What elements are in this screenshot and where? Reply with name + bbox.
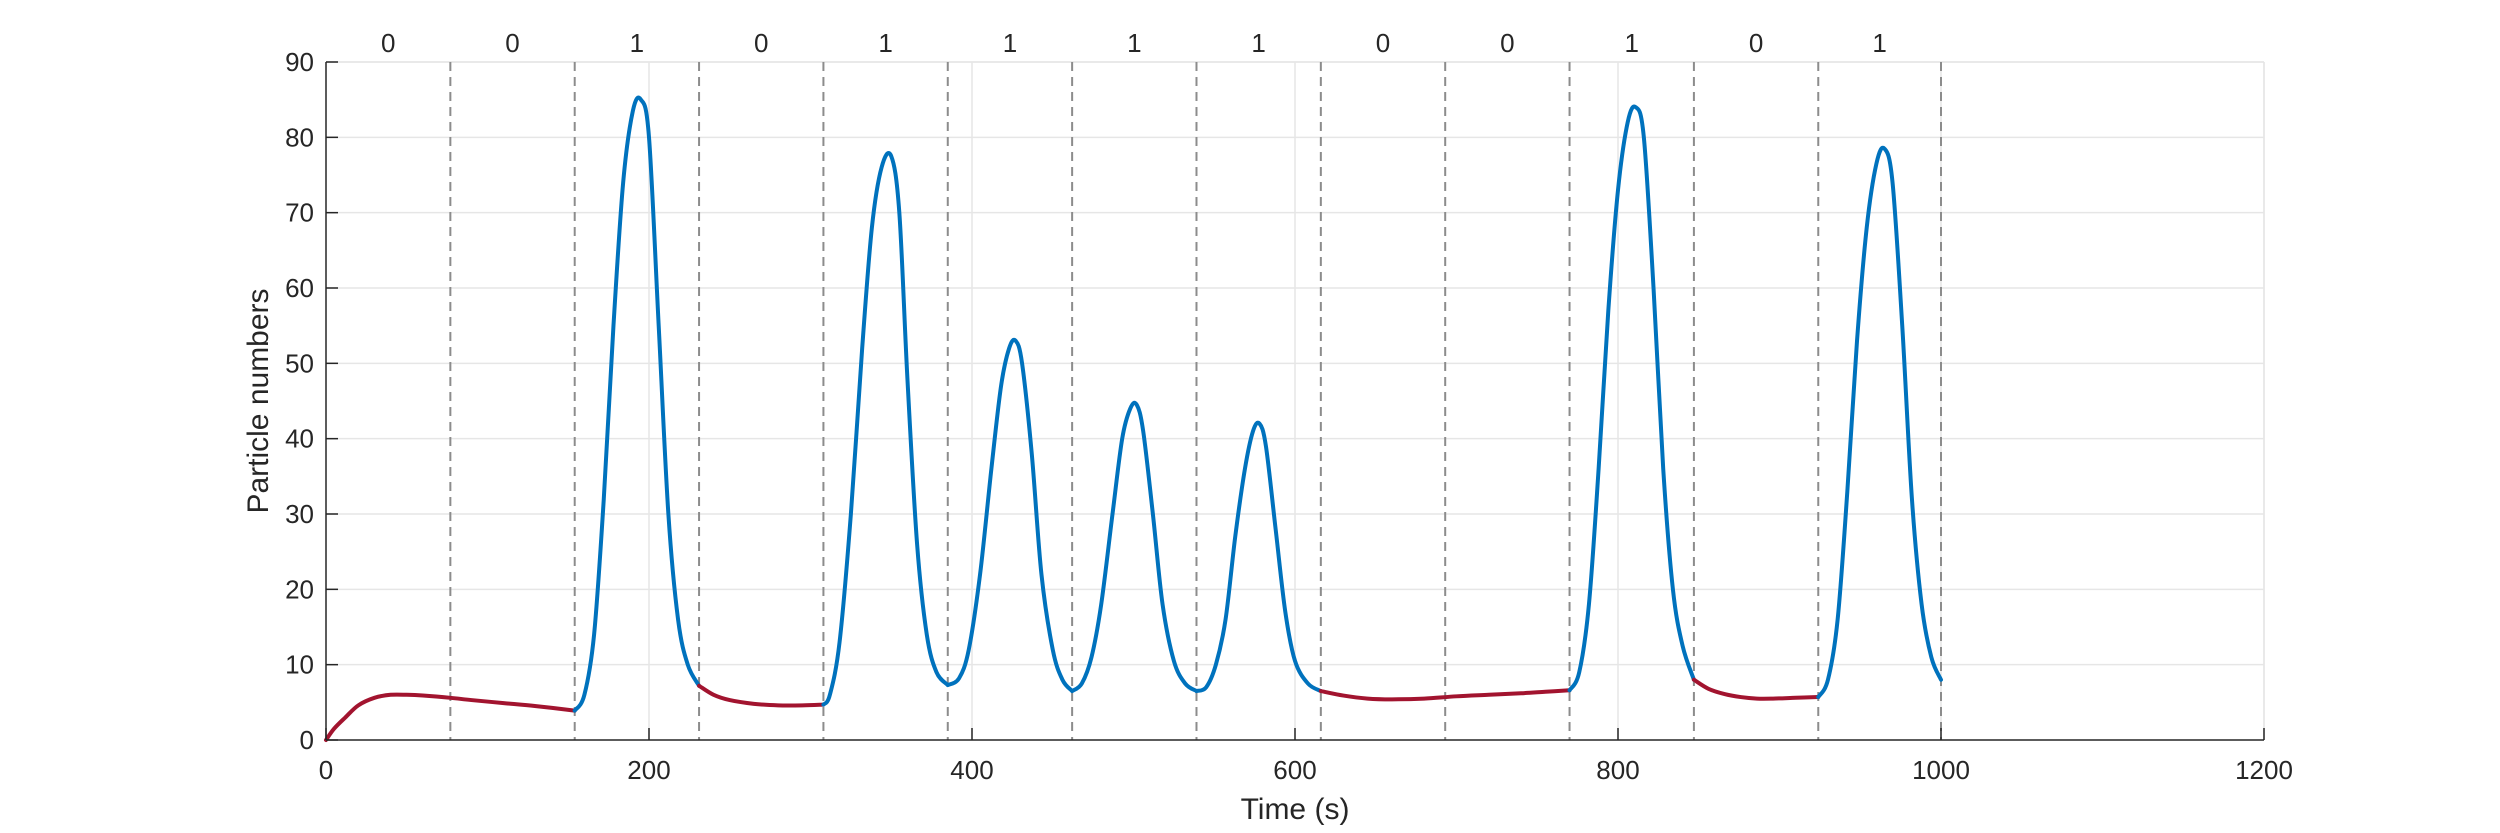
series-line-state-1 [1070, 400, 1199, 694]
series-line-state-1 [572, 95, 702, 713]
segment-state-label: 1 [1251, 28, 1265, 58]
series-layer [324, 95, 1943, 742]
axes [325, 61, 2265, 741]
series-line-state-1 [1816, 145, 1943, 700]
segment-state-label: 0 [1749, 28, 1763, 58]
series-line-state-0 [697, 683, 826, 708]
x-tick-label: 0 [319, 755, 333, 785]
x-axis-title: Time (s) [1241, 793, 1350, 826]
tick-labels: 0 200 400 600 800 1000 1200 0 10 20 30 40 50 60 70 80 90 [285, 47, 2293, 785]
series-line-state-0 [1318, 688, 1572, 702]
series-line-state-1 [1194, 420, 1323, 694]
y-tick-label: 10 [285, 650, 314, 680]
segment-state-label: 0 [381, 28, 395, 58]
y-tick-label: 30 [285, 499, 314, 529]
segment-state-label: 0 [1376, 28, 1390, 58]
y-tick-label: 70 [285, 198, 314, 228]
y-tick-label: 80 [285, 122, 314, 152]
series-line-state-1 [821, 151, 950, 707]
y-tick-label: 20 [285, 574, 314, 604]
segment-state-label: 1 [1624, 28, 1638, 58]
segment-state-label: 1 [630, 28, 644, 58]
segment-state-label: 0 [754, 28, 768, 58]
y-tick-label: 50 [285, 348, 314, 378]
series-line-state-0 [324, 692, 577, 742]
y-axis-title: Particle numbers [242, 288, 275, 513]
x-tick-label: 1000 [1912, 755, 1970, 785]
segment-state-label: 0 [1500, 28, 1514, 58]
y-tick-label: 60 [285, 273, 314, 303]
x-tick-label: 200 [627, 755, 670, 785]
series-line-state-1 [1567, 104, 1696, 693]
segment-dividers [449, 62, 1942, 740]
segment-state-label: 1 [1872, 28, 1886, 58]
x-tick-label: 400 [950, 755, 993, 785]
y-tick-label: 90 [285, 47, 314, 77]
segment-state-label: 1 [1127, 28, 1141, 58]
segment-labels: 0 0 1 0 1 1 1 1 0 0 1 0 1 [381, 28, 1887, 58]
x-tick-label: 1200 [2235, 755, 2293, 785]
segment-state-label: 0 [505, 28, 519, 58]
series-line-state-1 [945, 337, 1075, 694]
x-tick-label: 600 [1273, 755, 1316, 785]
grid-layer [326, 61, 2265, 740]
series-line-state-0 [1691, 677, 1821, 701]
y-tick-label: 40 [285, 424, 314, 454]
segment-state-label: 1 [878, 28, 892, 58]
segment-state-label: 1 [1003, 28, 1017, 58]
y-tick-label: 0 [300, 725, 314, 755]
x-tick-label: 800 [1596, 755, 1639, 785]
